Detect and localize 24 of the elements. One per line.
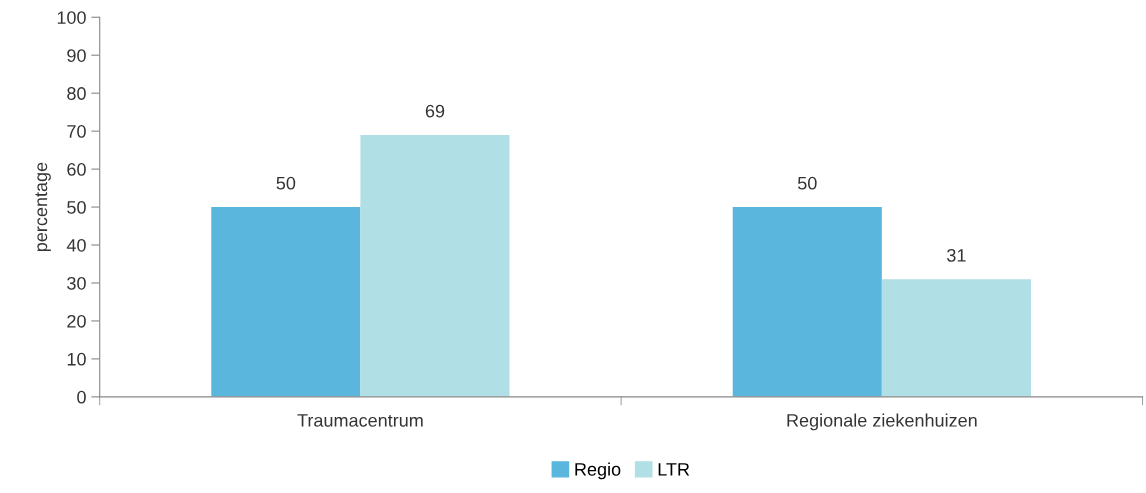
legend-label: LTR: [658, 463, 690, 476]
y-tick-label: 70: [67, 125, 86, 138]
bar: [360, 134, 510, 397]
y-tick-label: 0: [77, 390, 86, 404]
bar: [732, 207, 882, 397]
data-label: 50: [797, 176, 817, 190]
data-label: 50: [276, 176, 296, 190]
y-tick-label: 30: [67, 276, 86, 290]
x-tick-label: Traumacentrum: [297, 414, 423, 427]
y-tick-label: 40: [66, 238, 86, 252]
y-tick-label: 10: [67, 352, 86, 366]
x-tick-label: Regionale ziekenhuizen: [787, 413, 977, 431]
y-tick-label: 20: [67, 314, 86, 328]
data-label: 31: [947, 248, 966, 262]
y-tick-label: 90: [67, 49, 86, 62]
y-tick-label: 80: [67, 87, 86, 100]
y-tick-label: 60: [67, 163, 86, 176]
data-label: 69: [425, 104, 445, 118]
y-axis-title: percentage: [35, 162, 51, 252]
bar: [881, 279, 1031, 397]
y-tick-label: 50: [67, 200, 86, 214]
y-tick-label: 100: [57, 11, 86, 24]
bar: [211, 207, 361, 397]
legend-label: Regio: [575, 462, 621, 480]
